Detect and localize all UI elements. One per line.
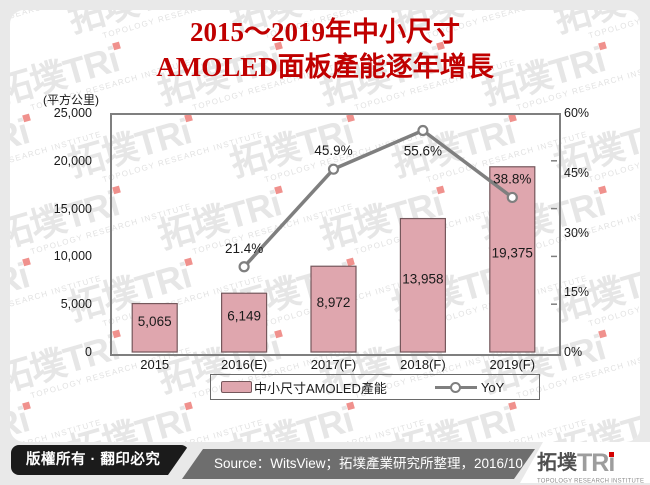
x-axis-label-2018(F): 2018(F) xyxy=(400,357,446,372)
bar-value-label: 6,149 xyxy=(227,309,261,324)
right-tick-label: 15% xyxy=(564,285,590,300)
logo-red-dot-icon xyxy=(609,452,615,457)
left-tick-label: 5,000 xyxy=(60,297,92,312)
yoy-value-label: 21.4% xyxy=(225,241,263,256)
right-axis-ticks: 60% 45% 30% 15% 0% xyxy=(564,106,624,359)
left-tick-label: 15,000 xyxy=(53,201,92,216)
source-banner: Source：WitsView；拓墣產業研究所整理，2016/10 xyxy=(182,449,535,479)
bar-value-label: 5,065 xyxy=(138,314,172,329)
bar-2017(F) xyxy=(310,265,357,353)
x-axis-labels: 2015 2016(E) 2017(F) 2018(F) 2019(F) xyxy=(110,357,557,373)
yoy-marker-2016(E) xyxy=(238,261,250,273)
bar-value-label: 19,375 xyxy=(492,245,533,260)
logo-tri-text: TR xyxy=(577,449,609,477)
bar-series-legend-label: 中小尺寸AMOLED產能 xyxy=(254,380,387,396)
yoy-line-marker-icon xyxy=(434,381,477,393)
x-axis-label-2019(F): 2019(F) xyxy=(489,357,536,372)
left-tick-label: 10,000 xyxy=(53,249,92,264)
right-tick-label: 60% xyxy=(564,106,590,120)
chart-legend: 中小尺寸AMOLED產能 YoY xyxy=(210,374,540,400)
yoy-value-label: 55.6% xyxy=(404,144,442,159)
x-axis-label-2015: 2015 xyxy=(140,357,170,372)
logo-i-glyph: ı xyxy=(608,449,616,477)
yoy-value-label: 38.8% xyxy=(493,171,531,186)
right-tick-label: 0% xyxy=(564,345,583,359)
left-axis-unit-label: (平方公里) xyxy=(43,93,99,107)
yoy-legend-label: YoY xyxy=(480,379,505,395)
left-tick-label: 25,000 xyxy=(53,106,92,120)
yoy-marker-2017(F) xyxy=(327,163,340,175)
chart-title: 2015～2019年中小尺寸 AMOLED面板產能逐年增長 xyxy=(10,15,640,85)
yoy-marker-2019(F) xyxy=(506,191,518,204)
copyright-banner: 版權所有 · 翻印必究 xyxy=(11,445,189,475)
topology-logo: 拓墣TRı TOPOLOGY RESEARCH INSTITUTE xyxy=(537,446,649,484)
footer-bar: 版權所有 · 翻印必究 Source：WitsView；拓墣產業研究所整理，20… xyxy=(0,442,650,485)
logo-caption: TOPOLOGY RESEARCH INSTITUTE xyxy=(537,478,645,484)
right-tick-label: 45% xyxy=(564,165,590,180)
x-axis-label-2016(E): 2016(E) xyxy=(220,357,268,372)
plot-area-frame xyxy=(110,113,561,356)
logo-panel: 拓墣TRı TOPOLOGY RESEARCH INSTITUTE xyxy=(520,442,650,483)
yoy-marker-2018(F) xyxy=(417,124,429,137)
left-tick-label: 0 xyxy=(85,345,92,359)
left-tick-label: 20,000 xyxy=(53,153,92,168)
logo-chinese-text: 拓墣 xyxy=(537,452,577,474)
chart-title-line1: 2015～2019年中小尺寸 xyxy=(190,17,460,47)
yoy-line xyxy=(242,128,514,268)
left-axis-ticks: 25,000 20,000 15,000 10,000 5,000 0 xyxy=(28,106,100,359)
yoy-value-label: 45.9% xyxy=(314,143,352,158)
bar-series-swatch-icon xyxy=(221,381,252,393)
x-axis-label-2017(F): 2017(F) xyxy=(310,357,357,372)
bar-2015 xyxy=(131,302,178,353)
chart-plot: 5,065 6,149 8,972 13,958 19,375 21.4% 45.9% 55.… xyxy=(131,124,557,353)
chart-title-line2: AMOLED面板產能逐年增長 xyxy=(156,52,494,83)
right-tick-label: 30% xyxy=(564,225,590,240)
bar-value-label: 8,972 xyxy=(317,295,351,310)
bar-2016(E) xyxy=(220,292,268,353)
bar-value-label: 13,958 xyxy=(402,271,443,286)
